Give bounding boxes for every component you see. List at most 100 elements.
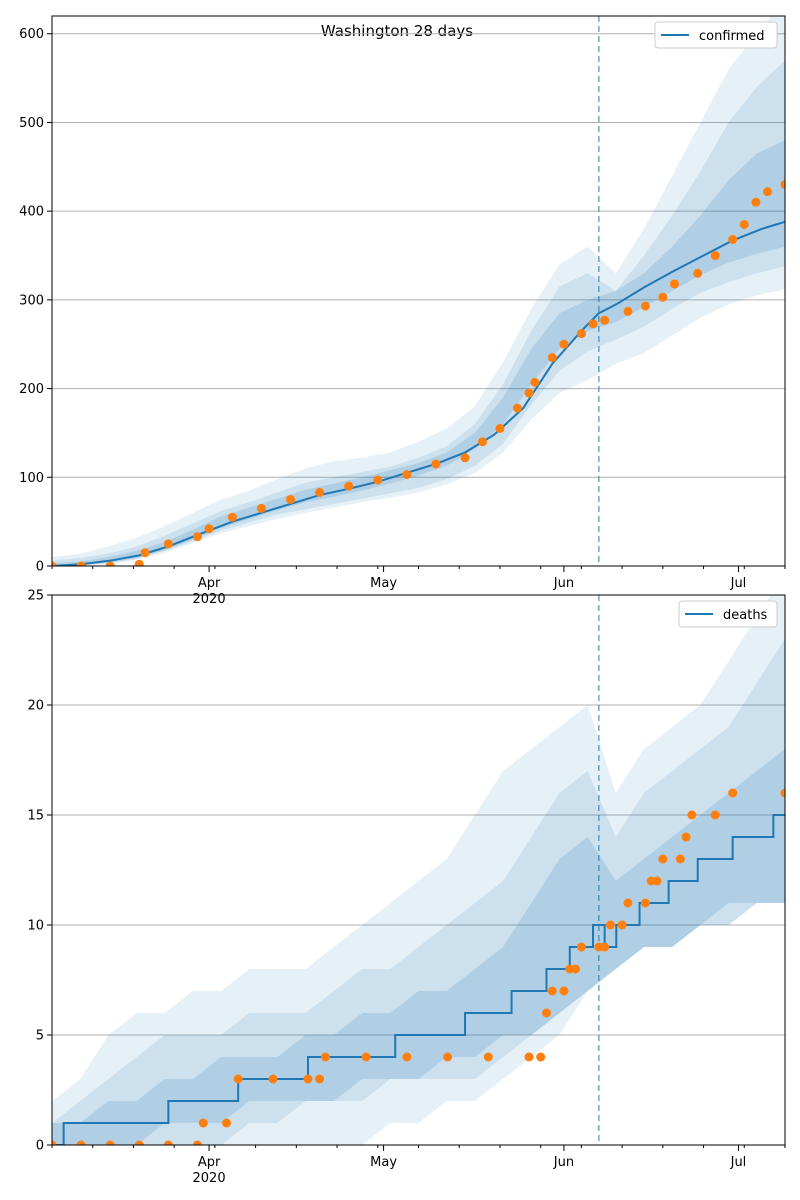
observed-point <box>163 1140 173 1145</box>
observed-point <box>600 942 610 952</box>
legend-label: deaths <box>723 608 768 623</box>
observed-point <box>541 1008 551 1018</box>
observed-point <box>669 279 679 289</box>
observed-point <box>315 487 325 497</box>
y-tick-label: 25 <box>27 589 44 604</box>
observed-point <box>134 1140 144 1145</box>
y-tick-label: 0 <box>36 560 44 575</box>
observed-point <box>780 180 785 190</box>
y-tick-label: 0 <box>36 1139 44 1154</box>
observed-point <box>76 1140 86 1145</box>
y-tick-label: 500 <box>19 116 44 131</box>
observed-point <box>751 197 761 207</box>
observed-point <box>268 1074 278 1084</box>
observed-point <box>530 377 540 387</box>
observed-point <box>623 898 633 908</box>
observed-point <box>536 1052 546 1062</box>
observed-point <box>640 898 650 908</box>
observed-point <box>256 503 266 513</box>
observed-point <box>192 1140 202 1145</box>
uncertainty-band-middle <box>52 60 785 566</box>
y-tick-label: 400 <box>19 205 44 220</box>
legend: deaths <box>678 600 778 628</box>
observed-point <box>780 788 785 798</box>
x-tick-label: Jul <box>730 576 747 591</box>
observed-point <box>361 1052 371 1062</box>
observed-point <box>140 548 150 558</box>
observed-point <box>547 986 557 996</box>
observed-point <box>431 459 441 469</box>
observed-point <box>495 424 505 433</box>
observed-point <box>600 315 610 325</box>
plot-area <box>52 595 785 1145</box>
observed-point <box>658 854 668 864</box>
observed-point <box>76 561 86 566</box>
observed-point <box>303 1074 313 1084</box>
observed-point <box>640 301 650 311</box>
observed-point <box>315 1074 325 1084</box>
observed-point <box>52 561 57 566</box>
observed-point <box>675 854 685 864</box>
observed-point <box>524 388 534 398</box>
y-tick-label: 10 <box>27 919 44 934</box>
x-tick-label: Jun <box>553 576 574 591</box>
observed-point <box>617 920 627 930</box>
x-tick-label: Apr <box>198 576 221 591</box>
x-tick-label: May <box>370 576 397 591</box>
observed-point <box>559 339 569 349</box>
observed-point <box>547 353 557 363</box>
observed-point <box>576 329 586 339</box>
y-tick-label: 600 <box>19 27 44 42</box>
y-tick-label: 15 <box>27 809 44 824</box>
y-tick-label: 100 <box>19 471 44 486</box>
legend-box <box>654 21 778 49</box>
x-tick-label: Jul <box>730 1155 747 1170</box>
observed-point <box>512 403 522 413</box>
y-tick-label: 200 <box>19 382 44 397</box>
observed-point <box>443 1052 453 1062</box>
observed-point <box>763 187 773 197</box>
observed-point <box>198 1118 208 1128</box>
observed-point <box>687 810 697 820</box>
x-tick-sublabel: 2020 <box>193 1171 226 1186</box>
observed-point <box>658 292 668 302</box>
y-tick-label: 5 <box>36 1029 44 1044</box>
observed-point <box>524 1052 534 1062</box>
observed-point <box>681 832 691 842</box>
observed-point <box>105 1140 115 1145</box>
uncertainty-band-inner <box>52 749 785 1145</box>
observed-point <box>286 494 296 504</box>
observed-point <box>192 532 202 542</box>
observed-point <box>134 559 144 566</box>
observed-point <box>576 942 586 952</box>
x-tick-sublabel: 2020 <box>193 592 226 607</box>
observed-point <box>402 470 412 480</box>
observed-point <box>483 1052 493 1062</box>
observed-point <box>693 268 703 278</box>
observed-point <box>105 561 115 566</box>
observed-point <box>163 539 173 549</box>
observed-point <box>588 319 598 329</box>
figure-title: Washington 28 days <box>321 22 473 40</box>
observed-point <box>728 235 738 245</box>
observed-point <box>233 1074 243 1084</box>
observed-point <box>477 437 487 447</box>
uncertainty-band-outer <box>52 595 785 1145</box>
legend-box <box>678 600 778 628</box>
observed-point <box>652 876 662 886</box>
observed-point <box>605 920 615 930</box>
x-tick-label: Apr <box>198 1155 221 1170</box>
observed-point <box>222 1118 232 1128</box>
observed-point <box>623 306 633 316</box>
observed-point <box>320 1052 330 1062</box>
observed-point <box>344 481 354 491</box>
observed-point <box>204 524 214 534</box>
observed-point <box>571 964 581 974</box>
uncertainty-band-middle <box>52 639 785 1145</box>
legend: confirmed <box>654 21 778 49</box>
y-tick-label: 300 <box>19 293 44 308</box>
observed-point <box>710 251 720 261</box>
observed-point <box>373 475 383 485</box>
observed-point <box>402 1052 412 1062</box>
